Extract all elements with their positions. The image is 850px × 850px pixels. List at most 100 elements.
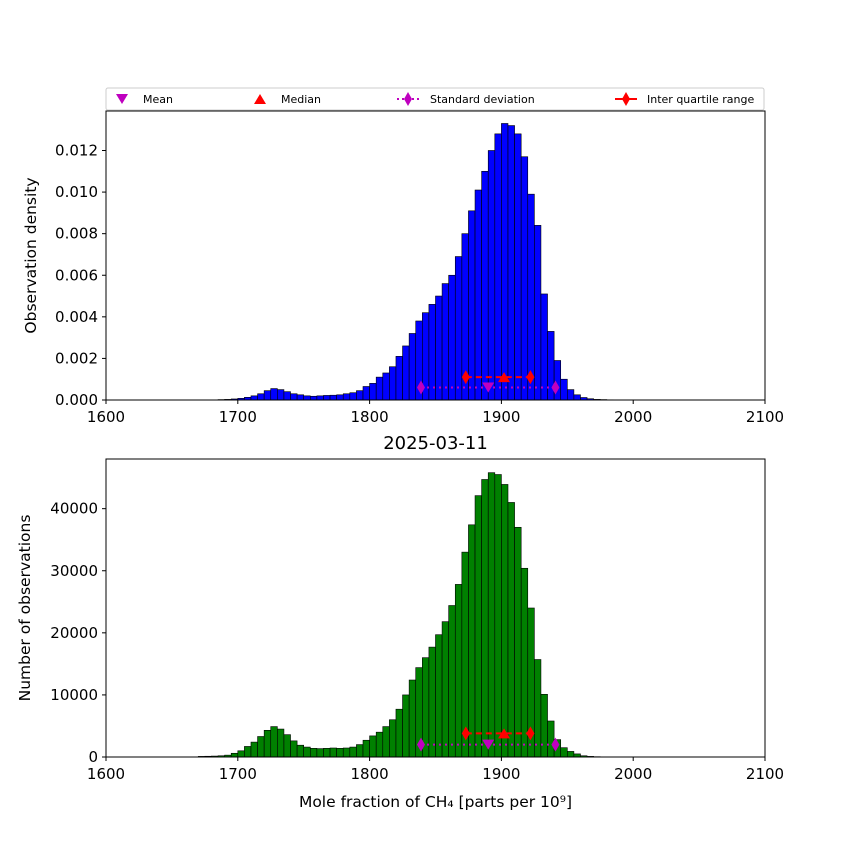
x-tick-label: 1700: [219, 408, 257, 426]
median-marker: [498, 372, 511, 383]
histogram-bar: [356, 744, 364, 758]
legend-entry-iqr: Inter quartile range: [615, 92, 754, 106]
std-endpoint-marker: [551, 737, 560, 752]
x-tick-label: 2000: [614, 765, 652, 783]
histogram-bar: [362, 386, 370, 401]
histogram-bar: [375, 376, 384, 401]
histogram-bar: [362, 739, 370, 758]
histogram-bar: [573, 394, 581, 401]
count-histogram-panel: 1600 1700 1800 1900 2000 2100 0 10000 20000 30000…: [16, 433, 784, 811]
histogram-bar: [382, 372, 390, 401]
histogram-bar: [389, 719, 397, 758]
mean-marker: [482, 739, 495, 750]
histogram-bar: [507, 502, 515, 758]
x-tick-label: 1700: [219, 765, 257, 783]
histogram-bar: [560, 378, 568, 401]
x-tick-label: 1900: [482, 765, 520, 783]
y-tick-label: 40000: [50, 500, 98, 518]
histogram-bar: [290, 740, 298, 758]
x-tick-label: 1600: [87, 408, 125, 426]
histogram-bar: [375, 731, 384, 758]
histogram-bar: [481, 479, 489, 758]
histogram-bar: [435, 634, 443, 758]
y-tick-label: 0.000: [55, 391, 98, 409]
std-endpoint-marker: [417, 737, 426, 752]
legend-label-iqr: Inter quartile range: [647, 93, 754, 106]
histogram-bar: [250, 395, 258, 401]
histogram-bar: [540, 693, 548, 758]
x-tick-label: 2100: [746, 408, 784, 426]
histogram-bar: [283, 391, 291, 401]
histogram-bar: [395, 708, 403, 758]
histogram-bar: [494, 133, 502, 401]
histogram-bar: [329, 747, 337, 758]
x-tick-label: 1600: [87, 765, 125, 783]
histogram-bar: [435, 295, 443, 401]
iqr-endpoint-marker: [461, 370, 470, 385]
histogram-bar: [382, 726, 390, 758]
histogram-bar: [342, 747, 351, 758]
y-tick-label: 10000: [50, 686, 98, 704]
histogram-bar: [494, 474, 502, 758]
histogram-bar: [540, 293, 548, 401]
y-tick-label: 0.006: [55, 266, 98, 284]
mean-marker-icon: [116, 94, 128, 104]
histogram-bar: [237, 750, 245, 758]
std-endpoint-marker: [417, 380, 426, 395]
legend-frame: [105, 87, 765, 111]
histogram-bar: [349, 392, 357, 401]
histogram-bar: [520, 156, 529, 401]
histogram-bar: [244, 746, 252, 758]
histogram-bar: [336, 748, 344, 758]
histogram-bar: [487, 150, 496, 401]
histogram-bar: [270, 388, 278, 401]
chart-title: 2025-03-11: [383, 433, 488, 454]
histogram-bar: [507, 125, 515, 401]
histogram-bar: [316, 395, 324, 401]
histogram-bar: [566, 389, 575, 401]
histogram-bar: [514, 526, 522, 758]
histogram-bar: [395, 356, 403, 401]
histogram-bar: [290, 393, 298, 401]
histogram-bar: [257, 736, 265, 758]
histogram-bar: [296, 744, 304, 758]
y-tick-label: 0.002: [55, 349, 98, 367]
histogram-bar: [303, 746, 311, 758]
legend-entry-median: Median: [254, 93, 321, 106]
median-marker: [498, 728, 511, 739]
legend-label-std: Standard deviation: [430, 93, 535, 106]
plot-frame: [105, 458, 766, 758]
y-tick-label: 20000: [50, 624, 98, 642]
histogram-bar: [389, 366, 397, 401]
histogram-bar: [277, 728, 285, 758]
histogram-bar: [527, 193, 535, 401]
histogram-bar: [329, 394, 337, 401]
histogram-bar: [263, 390, 272, 401]
histogram-bar: [402, 345, 410, 401]
histogram-bar: [296, 394, 304, 401]
x-tick-label: 2000: [614, 408, 652, 426]
histogram-bar: [303, 395, 311, 401]
iqr-endpoint-marker: [526, 370, 535, 385]
iqr-diamond-icon: [622, 92, 630, 106]
density-histogram-panel: 1600 1700 1800 1900 2000 2100 0.000 0.002 0.004 0…: [22, 110, 784, 426]
histogram-bar: [257, 393, 265, 401]
histogram-bar: [428, 646, 436, 758]
histogram-bar: [356, 390, 364, 401]
histogram-bar: [501, 484, 509, 758]
mean-marker: [482, 382, 495, 393]
histogram-bar: [283, 734, 291, 758]
histogram-bar: [428, 304, 436, 401]
histogram-bar: [263, 729, 272, 758]
histogram-bar: [316, 748, 324, 758]
legend: Mean Median Standard deviation Inter qua…: [105, 87, 765, 111]
x-tick-label: 1900: [482, 408, 520, 426]
iqr-endpoint-marker: [526, 726, 535, 741]
histogram-bar: [369, 383, 377, 401]
y-axis-label: Observation density: [22, 177, 40, 333]
histogram-bar: [487, 472, 496, 758]
std-endpoint-marker: [551, 380, 560, 395]
histogram-bar: [553, 360, 562, 401]
legend-entry-mean: Mean: [116, 93, 173, 106]
